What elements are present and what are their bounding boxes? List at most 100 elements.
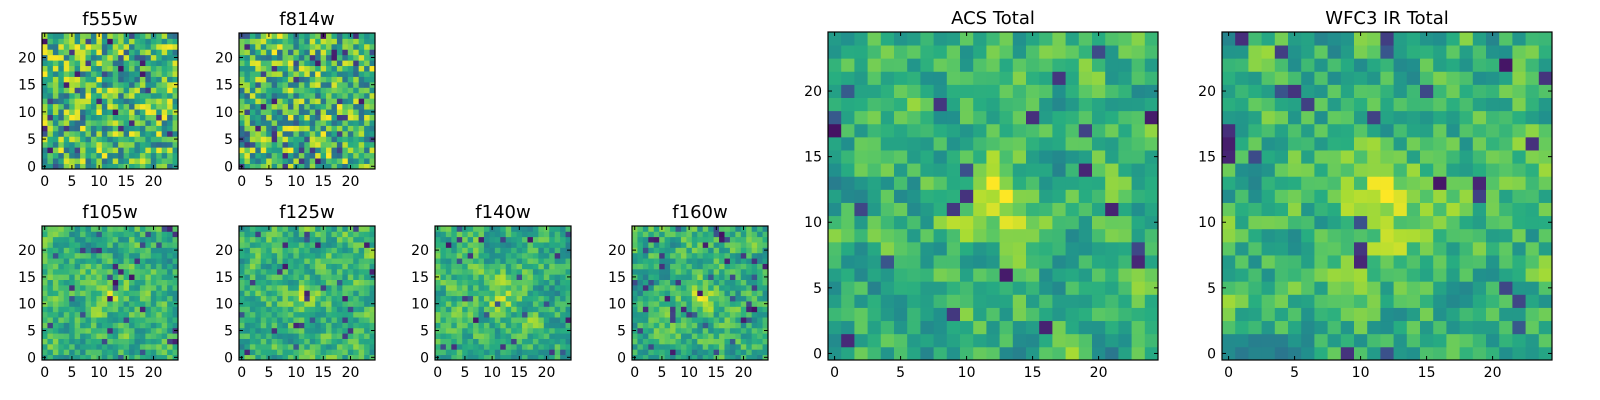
heatmap-cell [118, 92, 124, 99]
heatmap-cell [467, 263, 474, 270]
heatmap-cell [69, 268, 76, 275]
heatmap-cell [326, 87, 332, 94]
heatmap-cell [920, 294, 934, 308]
y-tick-label: 15 [215, 270, 233, 286]
heatmap-cell [249, 147, 256, 154]
heatmap-cell [315, 87, 321, 94]
heatmap-cell [702, 354, 709, 361]
heatmap-cell [691, 343, 698, 350]
heatmap-cell [440, 349, 447, 356]
heatmap-cell [112, 226, 119, 232]
heatmap-cell [1131, 150, 1146, 164]
heatmap-cell [451, 247, 458, 254]
heatmap-cell [467, 349, 474, 356]
heatmap-cell [42, 231, 48, 238]
heatmap-cell [1288, 241, 1302, 256]
heatmap-cell [462, 258, 469, 264]
heatmap-cell [255, 158, 262, 164]
heatmap-cell [172, 317, 179, 323]
heatmap-cell [637, 226, 644, 232]
heatmap-cell [63, 158, 70, 164]
heatmap-cell [920, 136, 934, 151]
heatmap-cell [1512, 189, 1526, 203]
heatmap-cell [69, 49, 76, 56]
heatmap-cell [320, 152, 327, 159]
heatmap-cell [358, 311, 365, 318]
heatmap-cell [686, 306, 693, 313]
heatmap-cell [1274, 320, 1289, 335]
heatmap-cell [1012, 268, 1027, 282]
heatmap-cell [1105, 150, 1119, 164]
heatmap-cell [946, 241, 961, 256]
heatmap-cell [1314, 163, 1328, 177]
heatmap-cell [445, 349, 452, 356]
heatmap-cell [1235, 333, 1249, 348]
heatmap-cell [260, 247, 267, 254]
heatmap-cell [52, 103, 59, 110]
heatmap-cell [172, 284, 179, 291]
heatmap-cell [353, 349, 360, 356]
heatmap-cell [112, 306, 119, 313]
heatmap-cell [52, 76, 59, 83]
heatmap-cell [298, 125, 305, 132]
heatmap-cell [1235, 346, 1249, 361]
heatmap-cell [112, 60, 119, 67]
heatmap-cell [1420, 307, 1434, 322]
heatmap-cell [462, 236, 469, 243]
heatmap-cell [249, 333, 256, 339]
heatmap-cell [1118, 241, 1132, 256]
heatmap-cell [347, 109, 354, 115]
heatmap-cell [483, 284, 490, 291]
heatmap-cell [456, 226, 463, 232]
heatmap-cell [527, 268, 534, 275]
heatmap-cell [260, 152, 267, 159]
heatmap-cell [342, 317, 349, 323]
heatmap-cell [489, 236, 496, 243]
heatmap-cell [1026, 346, 1040, 361]
heatmap-cell [52, 354, 59, 361]
heatmap-cell [320, 247, 327, 254]
heatmap-cell [946, 136, 961, 151]
heatmap-cell [1380, 294, 1394, 308]
heatmap-cell [440, 258, 447, 264]
heatmap-cell [161, 274, 168, 280]
heatmap-cell [724, 327, 731, 334]
heatmap-cell [129, 252, 135, 259]
heatmap-cell [364, 152, 370, 159]
heatmap-cell [134, 274, 141, 280]
heatmap-cell [134, 306, 141, 313]
heatmap-cell [255, 268, 262, 275]
heatmap-cell [315, 92, 321, 99]
heatmap-cell [150, 71, 157, 77]
heatmap-cell [282, 120, 289, 126]
heatmap-cell [1314, 294, 1328, 308]
heatmap-cell [489, 231, 496, 238]
heatmap-cell [145, 317, 152, 323]
heatmap-cell [478, 284, 485, 291]
heatmap-cell [364, 242, 370, 248]
heatmap-cell [336, 242, 343, 248]
heatmap-cell [369, 125, 376, 132]
heatmap-cell [107, 311, 114, 318]
panel-title: f140w [475, 202, 530, 223]
heatmap-cell [336, 322, 343, 329]
heatmap-cell [129, 284, 135, 291]
heatmap-cell [129, 54, 135, 61]
heatmap-cell [762, 317, 769, 323]
heatmap-cell [1446, 281, 1460, 295]
heatmap-cell [139, 136, 146, 143]
heatmap-cell [118, 136, 124, 143]
heatmap-cell [1301, 268, 1315, 282]
heatmap-cell [101, 338, 108, 345]
heatmap-cell [145, 87, 152, 94]
heatmap-cell [841, 294, 855, 308]
heatmap-cell [946, 123, 961, 138]
heatmap-cell [708, 274, 714, 280]
heatmap-cell [894, 215, 908, 230]
heatmap-cell [538, 274, 545, 280]
heatmap-cell [467, 301, 474, 307]
heatmap-cell [167, 338, 173, 345]
axes-frame [434, 225, 572, 361]
heatmap-cell [675, 252, 682, 259]
heatmap-cell [309, 49, 316, 56]
